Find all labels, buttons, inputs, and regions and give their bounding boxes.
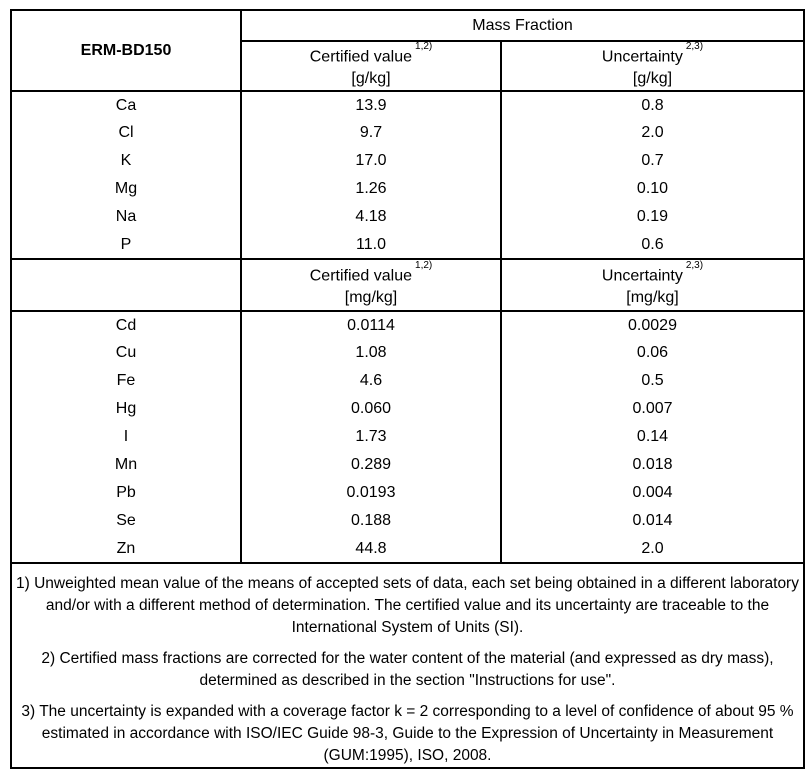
table-row: Cd 0.0114 0.0029 [10,310,805,340]
uncertainty-label: Uncertainty [601,48,683,66]
footnote-text: 2) Certified mass fractions are correcte… [41,650,774,690]
certified-value-mgkg-header: Certified value1,2) [mg/kg] [240,258,502,313]
uncertainty-cell: 0.10 [500,175,805,204]
uncertainty-cell: 0.007 [500,395,805,424]
footnote-text: 3) The uncertainty is expanded with a co… [21,703,794,765]
certified-value-cell: 0.188 [240,507,502,536]
table-row: Hg 0.060 0.007 [10,395,805,424]
table-row: Ca 13.9 0.8 [10,90,805,120]
mass-fraction-header: Mass Fraction [240,10,805,42]
element-cell: Ca [10,90,242,120]
certified-value-cell: 1.26 [240,175,502,204]
mgkg-rows-section: Cd 0.0114 0.0029 Cu 1.08 0.06 Fe 4.6 0.5 Hg 0.060 0… [10,310,805,564]
certified-value-cell: 1.08 [240,339,502,368]
table-row: P 11.0 0.6 [10,231,805,260]
table-row: Cl 9.7 2.0 [10,119,805,148]
uncertainty-gkg-header: Uncertainty2,3) [g/kg] [500,41,805,92]
uncertainty-label: Uncertainty [601,267,683,285]
certified-value-cell: 4.6 [240,367,502,396]
certified-value-cell: 13.9 [240,90,502,120]
certified-values-table: ERM-BD150 Mass Fraction Certified value1… [10,9,805,770]
unit-gkg-label: [g/kg] [632,70,673,88]
uncertainty-cell: 0.0029 [500,310,805,340]
uncertainty-cell: 0.14 [500,423,805,452]
table-row: Fe 4.6 0.5 [10,367,805,396]
table-row: Mg 1.26 0.10 [10,175,805,204]
certified-value-cell: 4.18 [240,203,502,232]
element-cell: P [10,231,242,260]
element-cell: Fe [10,367,242,396]
certified-value-cell: 9.7 [240,119,502,148]
certified-value-label: Certified value [309,48,413,66]
element-cell: Mg [10,175,242,204]
uncertainty-footnote-ref: 2,3) [685,41,704,52]
certified-footnote-ref: 1,2) [415,41,433,52]
uncertainty-footnote-ref: 2,3) [685,260,704,272]
uncertainty-cell: 0.06 [500,339,805,368]
table-row: Na 4.18 0.19 [10,203,805,232]
element-cell: Pb [10,479,242,508]
uncertainty-cell: 0.5 [500,367,805,396]
certified-value-cell: 1.73 [240,423,502,452]
table-row: Mn 0.289 0.018 [10,451,805,480]
footnotes-row: 1) Unweighted mean value of the means of… [10,562,805,769]
uncertainty-cell: 0.6 [500,231,805,260]
header-row-units-mgkg: Certified value1,2) [mg/kg] Uncertainty2… [10,258,805,313]
footnote-text: 1) Unweighted mean value of the means of… [16,575,799,637]
header-row-units-gkg: Certified value1,2) [g/kg] Uncertainty2,… [11,41,805,92]
uncertainty-cell: 0.19 [500,203,805,232]
unit-mgkg-label: [mg/kg] [344,289,398,307]
certified-value-cell: 0.289 [240,451,502,480]
table-row: Cu 1.08 0.06 [10,339,805,368]
unit-gkg-label: [g/kg] [351,70,391,88]
table-row: Se 0.188 0.014 [10,507,805,536]
footnotes-cell: 1) Unweighted mean value of the means of… [10,562,805,769]
uncertainty-cell: 2.0 [500,119,805,148]
uncertainty-cell: 2.0 [500,535,805,564]
certified-value-cell: 0.0193 [240,479,502,508]
table-row: I 1.73 0.14 [10,423,805,452]
certified-footnote-ref: 1,2) [415,260,433,272]
certified-value-label: Certified value [309,267,413,285]
table-row: Zn 44.8 2.0 [10,535,805,564]
element-cell: K [10,147,242,176]
uncertainty-mgkg-header: Uncertainty2,3) [mg/kg] [500,258,805,313]
element-cell: Cu [10,339,242,368]
empty-cell [10,258,242,313]
certified-value-cell: 17.0 [240,147,502,176]
table-row: K 17.0 0.7 [10,147,805,176]
element-cell: Na [10,203,242,232]
element-cell: Zn [10,535,242,564]
element-cell: Hg [10,395,242,424]
uncertainty-cell: 0.004 [500,479,805,508]
uncertainty-cell: 0.014 [500,507,805,536]
uncertainty-cell: 0.8 [500,90,805,120]
element-cell: I [10,423,242,452]
certified-value-cell: 44.8 [240,535,502,564]
certified-value-cell: 0.0114 [240,310,502,340]
certified-value-cell: 0.060 [240,395,502,424]
uncertainty-cell: 0.018 [500,451,805,480]
certified-value-cell: 11.0 [240,231,502,260]
element-cell: Se [10,507,242,536]
material-id: ERM-BD150 [10,10,242,92]
unit-mgkg-label: [mg/kg] [626,289,679,307]
table-row: Pb 0.0193 0.004 [10,479,805,508]
gkg-rows-section: Ca 13.9 0.8 Cl 9.7 2.0 K 17.0 0.7 Mg 1.26 0.10 Na 4.1… [10,90,805,260]
element-cell: Cl [10,119,242,148]
element-cell: Cd [10,310,242,340]
header-row-mass-fraction: ERM-BD150 Mass Fraction [10,10,805,92]
certified-value-gkg-header: Certified value1,2) [g/kg] [240,41,502,92]
uncertainty-cell: 0.7 [500,147,805,176]
element-cell: Mn [10,451,242,480]
